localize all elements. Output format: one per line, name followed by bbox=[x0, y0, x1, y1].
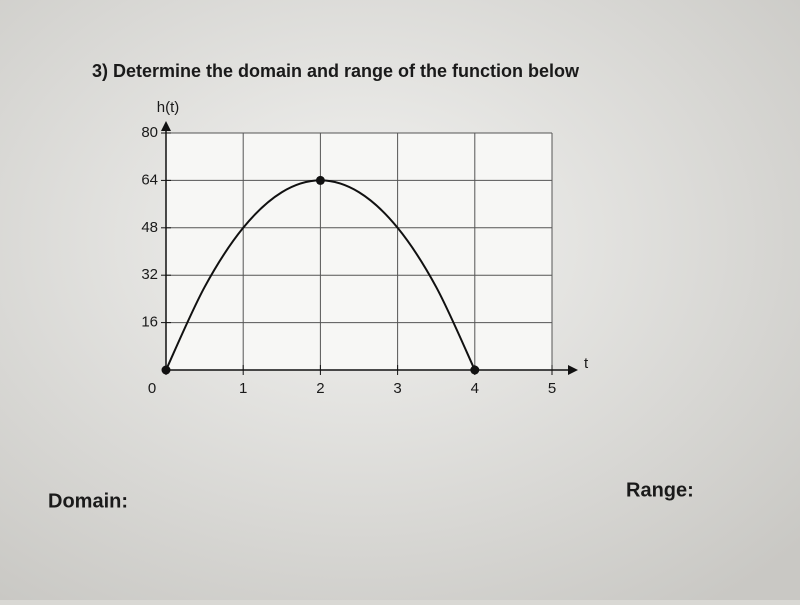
x-tick-label: 4 bbox=[471, 380, 479, 397]
y-axis-label: h(t) bbox=[157, 99, 180, 116]
x-tick-label: 1 bbox=[239, 380, 247, 397]
y-tick-label: 80 bbox=[141, 124, 158, 141]
point bbox=[315, 175, 325, 185]
x-tick-label: 0 bbox=[148, 380, 156, 397]
point bbox=[161, 365, 171, 375]
y-tick-label: 64 bbox=[141, 171, 158, 188]
y-tick-label: 32 bbox=[141, 266, 158, 283]
question: 3) Determine the domain and range of the… bbox=[92, 61, 580, 81]
domain-label: Domain: bbox=[48, 490, 128, 512]
x-tick-label: 2 bbox=[316, 380, 324, 397]
y-tick-label: 48 bbox=[141, 219, 158, 236]
point bbox=[470, 365, 480, 375]
plot-area bbox=[166, 133, 552, 370]
x-arrow bbox=[568, 365, 578, 375]
x-axis-label: t bbox=[584, 355, 589, 372]
x-tick-label: 3 bbox=[393, 380, 401, 397]
y-arrow bbox=[161, 121, 171, 131]
y-tick-label: 16 bbox=[141, 314, 158, 331]
chart: t h(t) 0 1 2 3 4 5 16 32 48 64 80 bbox=[141, 99, 589, 397]
x-tick-label: 5 bbox=[548, 380, 556, 397]
range-label: Range: bbox=[626, 479, 694, 501]
